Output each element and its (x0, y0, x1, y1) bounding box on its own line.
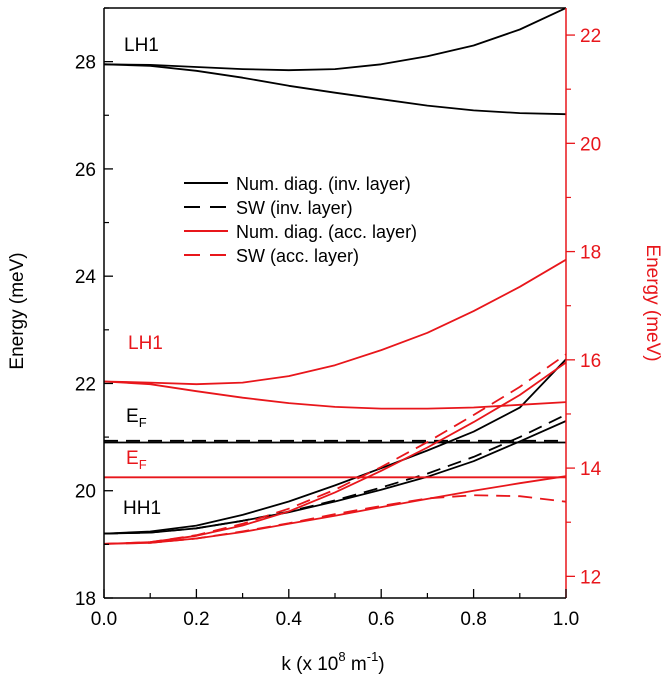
x-tick-label: 0.8 (460, 609, 486, 630)
y-tick-label-right: 14 (580, 459, 602, 480)
tick-group: 0.0 0.2 0.4 0.6 0.8 1.0 18 20 22 24 26 28 12 14 16 18 20… (75, 8, 602, 630)
legend-label-num-acc: Num. diag. (acc. layer) (236, 222, 417, 242)
legend: Num. diag. (inv. layer) SW (inv. layer) … (184, 174, 417, 266)
x-tick-label: 1.0 (553, 609, 579, 630)
x-axis-label: k (x 108 m-1) (281, 649, 384, 675)
annotation-ef-acc: EF (126, 448, 147, 472)
y-tick-label-left: 26 (75, 160, 96, 181)
annotation-lh1-inv: LH1 (124, 35, 159, 56)
x-tick-label: 0.0 (91, 609, 117, 630)
x-axis-label-mid: m (346, 654, 367, 675)
legend-label-sw-acc: SW (acc. layer) (236, 246, 359, 266)
y-tick-label-right: 16 (580, 351, 601, 372)
x-tick-label: 0.6 (368, 609, 394, 630)
legend-label-num-inv: Num. diag. (inv. layer) (236, 174, 411, 194)
x-axis-label-exp2: -1 (367, 649, 379, 664)
series-line-acc-solid-12 (104, 476, 566, 544)
x-axis-label-base: k (x 10 (281, 654, 338, 675)
series-line-inv-solid-1 (104, 64, 566, 114)
y-tick-label-right: 18 (580, 243, 601, 264)
series-line-inv-solid-0 (104, 8, 566, 70)
annotation-lh1-acc: LH1 (128, 333, 163, 354)
annotation-ef-inv: EF (126, 406, 147, 430)
annotation-hh1-inv: HH1 (123, 498, 161, 519)
y-tick-label-right: 20 (580, 134, 601, 155)
legend-label-sw-inv: SW (inv. layer) (236, 198, 353, 218)
y-tick-label-left: 18 (75, 589, 96, 610)
y-axis-label-left: Energy (meV) (7, 252, 28, 369)
y-tick-label-left: 20 (75, 482, 96, 503)
series-line-acc-solid-7 (104, 260, 566, 385)
y-tick-label-right: 22 (580, 26, 601, 47)
annotation-ef-inv-sub: F (139, 415, 147, 430)
series-line-acc-solid-10 (104, 363, 566, 544)
y-tick-label-left: 28 (75, 53, 96, 74)
y-tick-label-left: 24 (75, 267, 97, 288)
x-tick-label: 0.4 (276, 609, 303, 630)
x-tick-label: 0.2 (183, 609, 209, 630)
annotation-ef-acc-sub: F (139, 457, 147, 472)
annotation-ef-acc-main: E (126, 448, 139, 469)
y-axis-label-right: Energy (meV) (642, 244, 663, 361)
y-tick-label-right: 12 (580, 567, 601, 588)
series-line-acc-dash-13 (104, 495, 566, 544)
x-axis-label-exp1: 8 (338, 649, 345, 664)
x-axis-label-end: ) (378, 654, 384, 675)
series-line-acc-solid-8 (104, 382, 566, 409)
y-tick-label-left: 22 (75, 374, 96, 395)
plot-frame (104, 8, 566, 598)
annotation-ef-inv-main: E (126, 406, 139, 427)
plot-lines (104, 8, 566, 544)
